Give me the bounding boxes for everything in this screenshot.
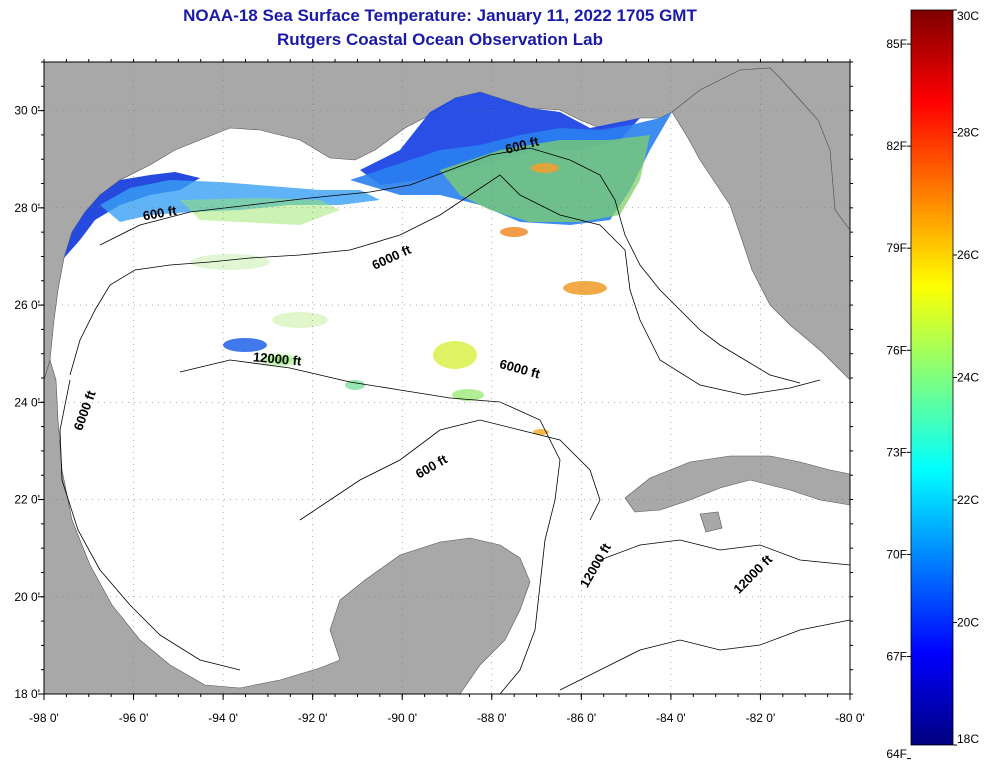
- colorbar-fahrenheit-label: 85F: [886, 37, 907, 51]
- land-mexico: [44, 358, 531, 694]
- lat-tick-label: 20 0': [14, 590, 40, 604]
- colorbar-gradient: [910, 9, 954, 746]
- map-title: NOAA-18 Sea Surface Temperature: January…: [183, 6, 697, 25]
- lon-tick-label: -86 0': [567, 711, 597, 725]
- colorbar-fahrenheit-label: 64F: [886, 747, 907, 761]
- map-subtitle: Rutgers Coastal Ocean Observation Lab: [277, 30, 603, 49]
- lon-tick-label: -90 0': [387, 711, 417, 725]
- colorbar-celsius-label: 28C: [957, 126, 979, 140]
- lon-tick-label: -82 0': [746, 711, 776, 725]
- colorbar-fahrenheit-label: 70F: [886, 547, 907, 561]
- lon-tick-label: -80 0': [835, 711, 865, 725]
- contour-label: 600 ft: [142, 203, 179, 224]
- colorbar: 18C 20C 22C 24C 26C 28C 30C 64F 67F 70F 73F 76F 79F 8…: [886, 9, 979, 761]
- lat-lon-grid: [44, 62, 850, 694]
- colorbar-fahrenheit-label: 82F: [886, 139, 907, 153]
- colorbar-fahrenheit-label: 67F: [886, 650, 907, 664]
- land-florida: [671, 67, 850, 381]
- colorbar-celsius-label: 18C: [957, 732, 979, 746]
- colorbar-celsius-label: 24C: [957, 371, 979, 385]
- colorbar-fahrenheit-label: 79F: [886, 241, 907, 255]
- lon-tick-label: -94 0': [208, 711, 238, 725]
- axis-ticks: -98 0' -96 0' -94 0' -92 0' -90 0' -88 0' -86 …: [14, 59, 865, 725]
- contour-600ft-yucatan: [299, 419, 601, 521]
- lat-tick-label: 26 0': [14, 298, 40, 312]
- contour-600ft-north: [99, 147, 681, 311]
- colorbar-celsius-label: 30C: [957, 9, 979, 23]
- colorbar-fahrenheit-label: 73F: [886, 445, 907, 459]
- colorbar-fahrenheit-label: 76F: [886, 343, 907, 357]
- bathymetry-contours: [59, 147, 850, 694]
- sst-satellite-swath: [64, 92, 672, 435]
- lon-tick-label: -92 0': [298, 711, 328, 725]
- lat-tick-label: 18 0': [14, 687, 40, 701]
- colorbar-celsius-label: 26C: [957, 248, 979, 262]
- lon-tick-label: -96 0': [119, 711, 149, 725]
- contour-florida-shelf: [679, 309, 801, 384]
- colorbar-celsius-label: 20C: [957, 616, 979, 630]
- lat-tick-label: 22 0': [14, 493, 40, 507]
- colorbar-labels: 18C 20C 22C 24C 26C 28C 30C 64F 67F 70F 73F 76F 79F 8…: [886, 9, 979, 761]
- land-cuba: [624, 455, 850, 513]
- lat-tick-label: 24 0': [14, 395, 40, 409]
- contour-6000ft-west: [59, 379, 241, 671]
- lat-tick-label: 28 0': [14, 201, 40, 215]
- contour-6000ft-north: [69, 174, 821, 396]
- contour-label: 12000 ft: [252, 349, 302, 368]
- lat-tick-label: 30 0': [14, 104, 40, 118]
- contour-12000ft-caribbean: [599, 539, 850, 566]
- land-isle-of-youth: [699, 511, 723, 533]
- contour-12000ft: [179, 359, 561, 694]
- contour-caribbean-south: [559, 619, 850, 691]
- lon-tick-label: -88 0': [477, 711, 507, 725]
- colorbar-celsius-label: 22C: [957, 493, 979, 507]
- lon-tick-label: -84 0': [656, 711, 686, 725]
- lon-tick-label: -98 0': [29, 711, 59, 725]
